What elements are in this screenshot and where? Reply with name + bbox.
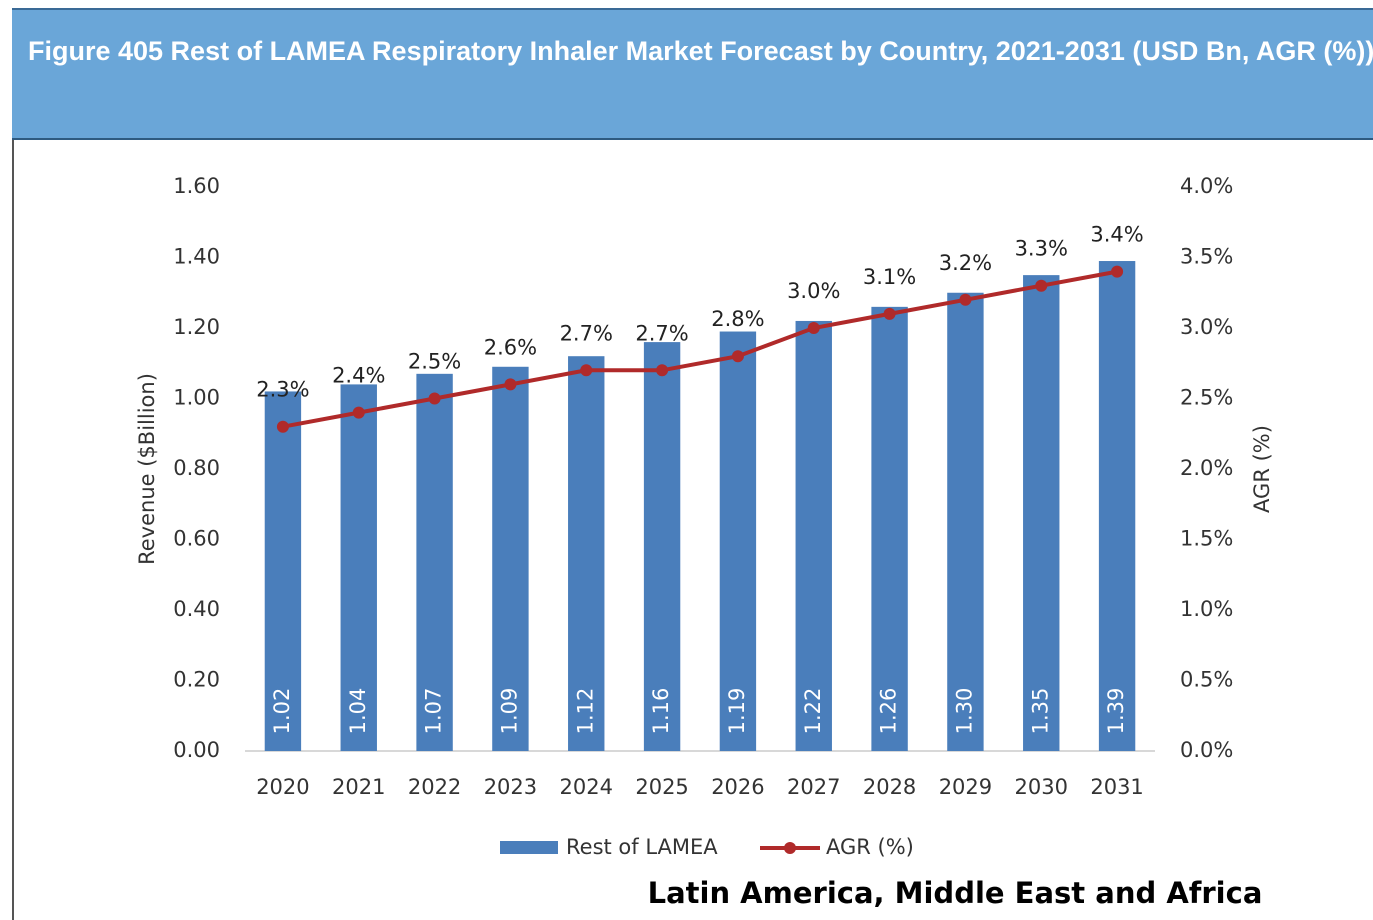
annotation: Latin America, Middle East and Africa	[648, 876, 1263, 910]
x-tick-label: 2023	[484, 775, 537, 799]
y-tick-label: 0.80	[173, 456, 220, 480]
agr-value-label: 2.4%	[332, 364, 385, 388]
agr-point	[807, 322, 820, 334]
y2-tick-label: 3.5%	[1180, 245, 1233, 269]
agr-value-label: 2.3%	[256, 378, 309, 402]
bar	[568, 356, 605, 751]
bar-value-label: 1.39	[1104, 688, 1128, 735]
agr-point	[428, 392, 441, 405]
agr-value-label: 2.6%	[484, 335, 537, 359]
bar-value-label: 1.07	[422, 688, 446, 735]
x-tick-label: 2027	[787, 775, 840, 799]
agr-line	[282, 269, 1118, 429]
x-tick-label: 2025	[635, 775, 688, 799]
y-tick-label: 0.60	[173, 527, 220, 551]
legend-swatch	[784, 842, 796, 854]
x-tick-label: 2020	[256, 775, 309, 799]
agr-point	[731, 350, 744, 363]
y2-tick-label: 4.0%	[1180, 174, 1233, 198]
x-tick-label: 2031	[1090, 775, 1143, 799]
y-tick-label: 0.20	[173, 668, 220, 692]
bar	[871, 306, 908, 751]
y-tick-label: 1.00	[173, 386, 220, 410]
agr-point	[883, 307, 896, 320]
bar	[264, 391, 302, 751]
bar	[719, 331, 757, 751]
y-tick-label: 1.40	[173, 245, 220, 269]
bar	[643, 342, 681, 751]
y2-tick-label: 0.0%	[1180, 738, 1233, 762]
agr-point	[580, 364, 593, 377]
bar-value-label: 1.09	[497, 688, 521, 735]
agr-point	[276, 420, 289, 433]
y2-tick-label: 2.5%	[1180, 386, 1233, 410]
agr-value-label: 3.2%	[939, 251, 992, 275]
x-tick-label: 2021	[332, 775, 385, 799]
bar	[947, 292, 984, 751]
agr-point	[1111, 265, 1124, 278]
bar	[416, 373, 453, 751]
agr-point	[1035, 279, 1048, 292]
y2-tick-label: 0.5%	[1180, 668, 1233, 692]
x-tick-label: 2026	[711, 775, 764, 799]
legend-label: AGR (%)	[826, 835, 914, 859]
chart-title: Figure 405 Rest of LAMEA Respiratory Inh…	[28, 36, 1373, 66]
x-tick-label: 2022	[408, 775, 461, 799]
bar-value-label: 1.16	[649, 688, 673, 735]
agr-value-label: 3.3%	[1015, 237, 1068, 261]
legend-label: Rest of LAMEA	[566, 835, 718, 859]
y-tick-label: 0.00	[173, 738, 220, 762]
y2-tick-label: 1.0%	[1180, 597, 1233, 621]
agr-point	[352, 406, 365, 419]
y2-tick-label: 1.5%	[1180, 527, 1233, 551]
agr-value-label: 3.0%	[787, 279, 840, 303]
bar-value-label: 1.22	[801, 688, 825, 735]
bar	[795, 320, 832, 751]
bar-value-label: 1.12	[573, 688, 597, 735]
agr-value-label: 2.7%	[560, 321, 613, 345]
x-tick-label: 2029	[939, 775, 992, 799]
y2-tick-label: 2.0%	[1180, 456, 1233, 480]
y-tick-label: 1.20	[173, 315, 220, 339]
x-tick-label: 2024	[560, 775, 613, 799]
bar	[1023, 275, 1060, 751]
bar-value-label: 1.35	[1028, 688, 1052, 735]
bar	[1098, 261, 1136, 751]
bar	[492, 366, 529, 751]
agr-value-label: 3.1%	[863, 265, 916, 289]
agr-point	[656, 364, 669, 377]
y-tick-label: 1.60	[173, 174, 220, 198]
y2-axis-title: AGR (%)	[1250, 425, 1274, 513]
border	[12, 140, 14, 920]
agr-value-label: 3.4%	[1090, 223, 1143, 247]
y-tick-label: 0.40	[173, 597, 220, 621]
y-axis-title: Revenue ($Billion)	[135, 373, 159, 565]
agr-point	[959, 293, 972, 306]
bar-value-label: 1.04	[346, 688, 370, 735]
bar-value-label: 1.19	[725, 688, 749, 735]
legend-swatch	[500, 841, 558, 854]
bar	[340, 384, 377, 751]
bar-value-label: 1.26	[877, 688, 901, 735]
agr-value-label: 2.5%	[408, 350, 461, 374]
y2-tick-label: 3.0%	[1180, 315, 1233, 339]
x-tick-label: 2030	[1015, 775, 1068, 799]
bar-value-label: 1.02	[270, 688, 294, 735]
bar-value-label: 1.30	[952, 688, 976, 735]
x-tick-label: 2028	[863, 775, 916, 799]
agr-point	[504, 378, 517, 391]
agr-value-label: 2.7%	[635, 321, 688, 345]
agr-value-label: 2.8%	[711, 307, 764, 331]
header: Figure 405 Rest of LAMEA Respiratory Inh…	[12, 8, 1373, 140]
